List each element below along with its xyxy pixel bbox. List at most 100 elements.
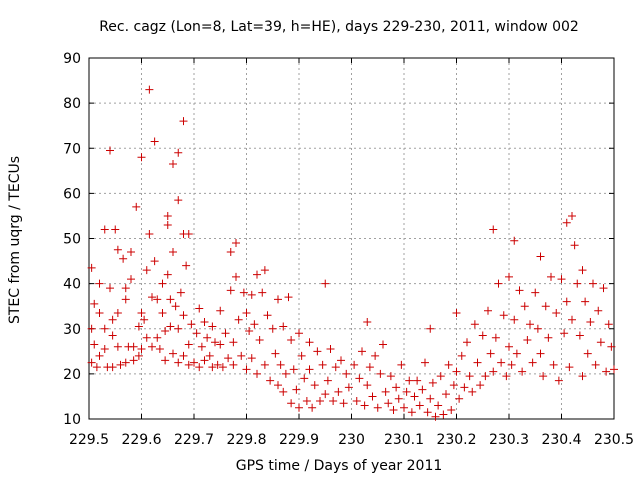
data-point [489,367,498,376]
data-point [113,308,122,317]
data-point [507,360,516,369]
y-tick-label: 50 [63,232,81,248]
data-point [305,338,314,347]
data-point [87,324,96,333]
data-point [418,385,427,394]
x-tick-label: 229.8 [226,432,266,448]
data-point [274,381,282,390]
data-point [476,381,485,390]
data-point [179,311,188,320]
data-point [216,306,225,315]
data-point [444,360,453,369]
data-point [363,317,372,326]
data-point [389,405,398,414]
x-tick-label: 229.7 [174,432,214,448]
data-point [578,372,587,381]
data-point [119,254,128,263]
data-point [329,396,338,405]
data-point [421,358,429,367]
y-tick-label: 70 [63,141,81,157]
data-point [554,376,563,385]
data-point [376,369,385,378]
data-point [153,295,162,304]
data-point [145,85,154,94]
data-point [95,351,104,360]
data-point [279,322,288,331]
data-point [552,308,561,317]
data-point [129,342,138,351]
y-tick-label: 30 [63,322,81,338]
chart-title: Rec. cagz (Lon=8, Lat=39, h=HE), days 22… [99,19,579,35]
data-point [195,363,204,372]
data-point [381,387,390,396]
data-point [184,229,193,238]
data-point [224,354,233,363]
data-point [436,372,445,381]
data-point [205,351,214,360]
data-point [106,284,114,293]
data-point [560,329,569,338]
y-tick-label: 80 [63,96,81,112]
data-point [179,117,188,126]
data-point [494,279,503,288]
data-point [489,225,498,234]
data-point [142,266,151,275]
data-point [316,396,324,405]
data-point [539,372,548,381]
data-point [106,146,114,155]
data-point [161,356,170,365]
data-point [363,381,372,390]
data-point [547,272,555,281]
data-point [502,372,511,381]
data-point [242,365,251,374]
data-point [237,351,246,360]
data-point [148,342,156,351]
data-point [358,347,366,356]
data-point [512,349,521,358]
data-point [174,324,183,333]
data-point [200,317,209,326]
data-point [166,295,175,304]
data-point [232,272,240,281]
y-tick-label: 20 [63,367,81,383]
data-point [142,333,151,342]
data-point [562,297,571,306]
data-point [100,345,109,354]
data-point [158,308,167,317]
data-point [334,387,343,396]
data-point [127,275,135,284]
x-axis-title: GPS time / Days of year 2011 [236,458,443,474]
x-tick-label: 229.9 [279,432,319,448]
y-axis-title: STEC from uqrg / TECUs [7,156,23,324]
data-point [155,345,164,354]
data-point [121,295,130,304]
data-point [179,351,188,360]
data-point [213,360,222,369]
data-point [87,263,96,272]
data-point [100,324,109,333]
data-point [350,360,359,369]
data-point [544,333,553,342]
data-point [100,225,109,234]
data-point [211,338,219,347]
x-tick-label: 230.4 [541,432,581,448]
data-point [176,288,185,297]
data-point [287,336,296,345]
data-point [352,396,361,405]
data-point [360,401,369,410]
data-point [208,322,217,331]
data-point [197,342,206,351]
data-point [192,329,201,338]
data-point [137,308,146,317]
data-point [92,363,101,372]
data-point [426,324,435,333]
data-point [536,349,545,358]
data-point [331,363,340,372]
data-point [121,284,130,293]
data-point [452,367,461,376]
data-point [150,137,159,146]
data-point [174,148,183,157]
data-point [313,347,322,356]
data-point [591,360,600,369]
data-point [268,324,277,333]
